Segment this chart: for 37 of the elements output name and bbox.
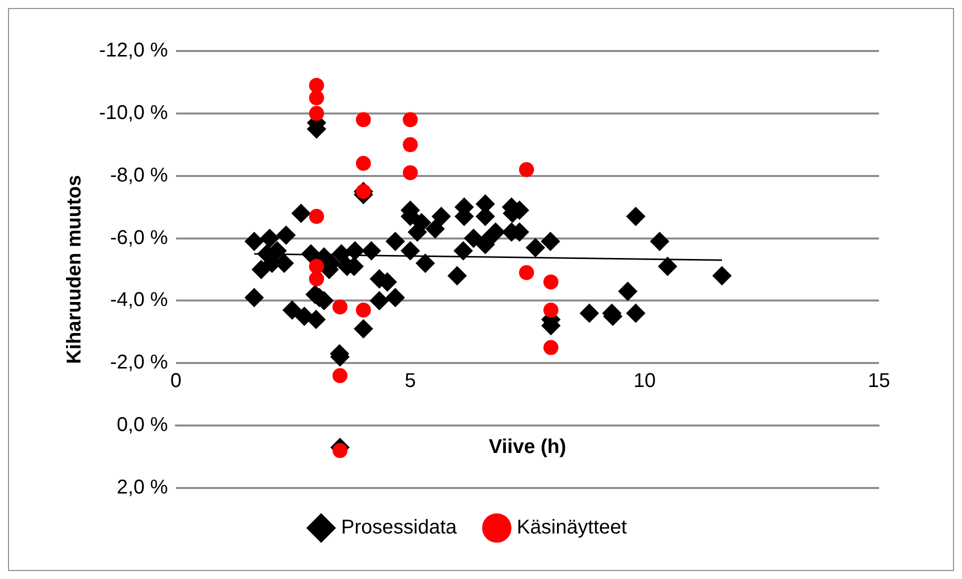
point xyxy=(309,90,324,106)
point xyxy=(402,165,418,180)
point xyxy=(356,302,371,318)
point xyxy=(309,271,324,286)
x-tick-label: 5 xyxy=(404,370,416,392)
point xyxy=(332,368,348,384)
x-axis-title: Viive (h) xyxy=(488,436,566,458)
point xyxy=(402,112,418,128)
point xyxy=(356,184,371,199)
point xyxy=(332,299,348,314)
point xyxy=(519,265,534,280)
point xyxy=(309,78,324,93)
y-tick-label: -2,0 % xyxy=(110,352,168,374)
x-tick-label: 15 xyxy=(868,370,890,392)
y-tick-label: -8,0 % xyxy=(110,164,168,186)
point xyxy=(543,302,558,318)
legend-label: Käsinäytteet xyxy=(516,516,628,539)
x-tick-label: 10 xyxy=(634,370,656,392)
y-tick-label: 2,0 % xyxy=(116,476,168,499)
point xyxy=(309,208,324,224)
y-tick-label: 0,0 % xyxy=(116,414,168,436)
point xyxy=(356,112,371,128)
point xyxy=(356,156,371,171)
point xyxy=(309,106,324,121)
y-tick-label: -10,0 % xyxy=(98,102,168,124)
point xyxy=(543,274,558,290)
y-tick-label: -4,0 % xyxy=(110,289,168,312)
y-tick-label: -6,0 % xyxy=(110,226,168,249)
point xyxy=(543,340,558,356)
legend-label: Prosessidata xyxy=(341,516,458,539)
y-tick-label: -12,0 % xyxy=(98,40,168,62)
point xyxy=(309,258,324,274)
point xyxy=(402,137,418,152)
point xyxy=(332,443,348,458)
y-axis-title: Kiharuuden muutos xyxy=(64,175,86,364)
x-tick-label: 0 xyxy=(170,370,182,392)
point xyxy=(519,162,534,178)
